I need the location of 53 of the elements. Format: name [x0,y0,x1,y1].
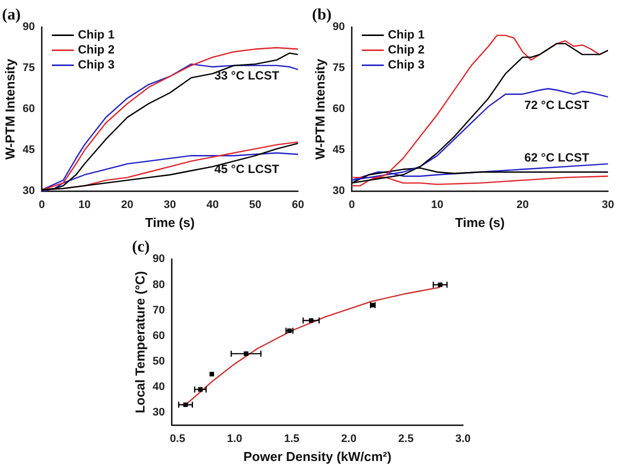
y-tick-label: 30 [22,185,35,198]
x-axis-title: Time (s) [145,214,195,230]
y-tick-label: 75 [332,62,345,74]
x-axis-title: Time (s) [455,214,505,230]
x-tick-label: 1.0 [226,432,242,445]
y-tick-label: 90 [152,253,165,266]
y-tick-label: 60 [332,103,345,116]
x-tick-label: 20 [121,198,134,211]
y-axis-title: W-PTM Intensity [312,58,328,160]
x-tick-label: 0.5 [170,432,186,445]
y-tick-label: 90 [22,21,35,34]
y-tick-label: 40 [152,380,165,393]
x-tick-label: 40 [206,198,219,211]
x-tick-label: 20 [516,198,529,211]
chart-title: (c) [132,238,150,256]
y-tick-label: 60 [152,330,165,342]
chart-title: (a) [2,6,21,24]
x-tick-label: 2.5 [398,432,414,445]
x-tick-label: 30 [602,198,614,211]
annotation: 45 °C LCST [214,162,280,176]
y-tick-label: 75 [22,62,35,74]
x-tick-label: 30 [164,198,176,211]
chart-title: (b) [312,6,332,24]
y-axis-title: W-PTM Intensity [2,58,18,160]
y-tick-label: 45 [332,144,345,156]
x-tick-label: 3.0 [455,432,471,445]
x-tick-label: 10 [431,198,444,211]
y-tick-label: 80 [152,278,165,291]
x-tick-label: 2.0 [341,432,356,445]
y-tick-label: 50 [152,355,165,368]
annotation: 72 °C LCST [524,98,590,112]
legend-label: Chip 2 [388,42,425,57]
legend-label: Chip 1 [78,28,115,42]
annotation: 62 °C LCST [524,150,590,165]
y-tick-label: 30 [152,406,165,418]
y-axis-title: Local Temperature (°C) [132,271,148,414]
legend-label: Chip 3 [78,58,115,72]
y-tick-label: 70 [152,304,165,316]
x-tick-label: 1.5 [284,432,300,445]
y-tick-label: 30 [332,185,345,198]
x-tick-label: 60 [292,198,304,211]
legend-label: Chip 3 [388,58,425,72]
annotation: 33 °C LCST [214,68,280,83]
x-tick-label: 10 [78,198,91,211]
x-axis-title: Power Density (kW/cm²) [243,448,392,464]
x-tick-label: 50 [249,198,262,211]
x-tick-label: 0 [348,198,355,211]
y-tick-label: 45 [22,144,35,156]
x-tick-label: 0 [38,198,45,211]
legend-label: Chip 2 [78,42,115,57]
legend-label: Chip 1 [388,28,425,42]
y-tick-label: 90 [332,21,345,34]
y-tick-label: 60 [22,103,35,116]
